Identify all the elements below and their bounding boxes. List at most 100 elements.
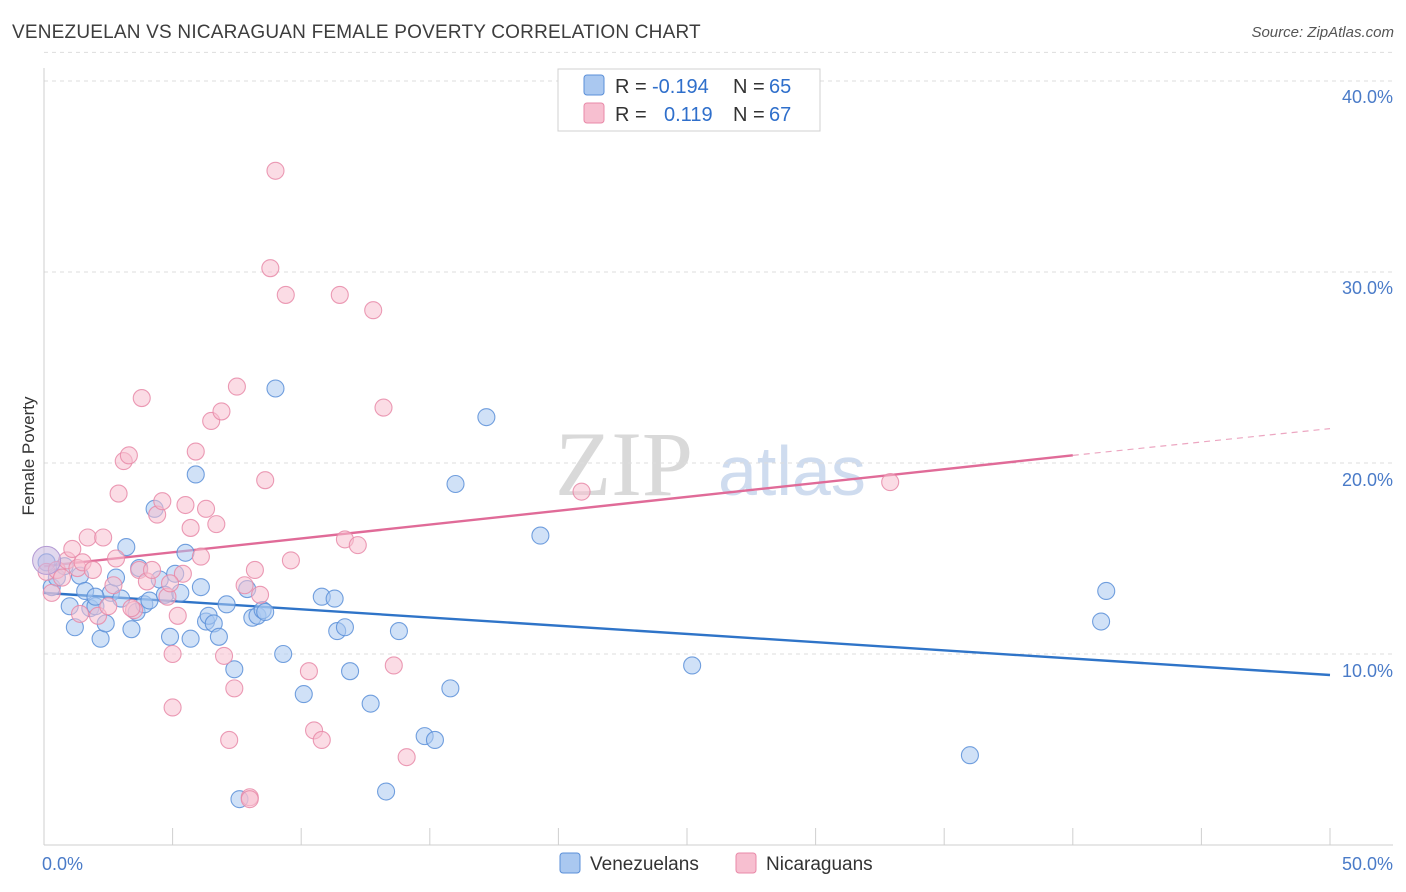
venezuelans-point-57 [477, 408, 496, 427]
legend-swatch-nicaraguans [583, 102, 605, 124]
venezuelans-point-43 [274, 644, 293, 664]
venezuelans-point-58 [531, 526, 550, 545]
venezuelans-point-29 [191, 578, 210, 597]
nicaraguans-point-25 [163, 644, 182, 664]
venezuelans-point-59 [683, 656, 702, 675]
y-tick-label-40: 40.0% [1342, 87, 1393, 107]
nicaraguans-point-62 [240, 790, 259, 809]
y-axis-label: Female Poverty [19, 396, 38, 516]
series-legend: Venezuelans Nicaraguans [559, 852, 873, 875]
x-tick-label-max: 50.0% [1342, 854, 1393, 874]
nicaraguans-point-19 [132, 389, 151, 408]
nicaraguans-point-60 [122, 599, 141, 618]
y-tick-label-20: 20.0% [1342, 470, 1393, 490]
nicaraguans-point-12 [99, 597, 118, 616]
nicaraguans-point-5 [63, 539, 82, 559]
bottom-legend-swatch-venezuelans[interactable] [559, 852, 581, 874]
venezuelans-point-19 [140, 591, 159, 610]
legend-n-label-2: N = [733, 104, 765, 126]
venezuelans-point-60 [960, 746, 979, 765]
venezuelans-point-35 [225, 660, 244, 679]
legend-n-label-1: N = [733, 76, 765, 98]
nicaraguans-point-51 [312, 730, 331, 750]
venezuelans-point-50 [361, 694, 380, 713]
venezuelans-point-61 [1092, 612, 1111, 631]
venezuelans-point-41 [256, 602, 275, 622]
data-points [32, 161, 1116, 809]
venezuelans-point-49 [341, 662, 360, 681]
nicaraguans-point-40 [235, 576, 254, 595]
legend-n-value-2: 67 [769, 104, 791, 126]
venezuelans-point-48 [335, 618, 354, 637]
nicaraguans-point-23 [153, 492, 172, 511]
nicaraguans-point-58 [397, 748, 416, 767]
legend-r-value-1: -0.194 [652, 76, 709, 98]
y-tick-label-30: 30.0% [1342, 278, 1393, 298]
nicaraguans-point-16 [119, 446, 138, 465]
nicaraguans-point-35 [212, 402, 231, 421]
nicaraguans-point-42 [245, 560, 264, 580]
venezuelans-point-51 [377, 782, 396, 801]
bottom-legend-label-venezuelans[interactable]: Venezuelans [590, 854, 699, 875]
nicaraguans-point-38 [225, 679, 244, 698]
nicaraguans-point-9 [83, 560, 102, 580]
nicaraguans-point-30 [186, 442, 205, 461]
axes [43, 68, 1393, 846]
nicaraguans-point-54 [348, 536, 367, 555]
nicaraguans-point-31 [191, 547, 210, 566]
legend-swatch-venezuelans [583, 74, 605, 96]
legend-r-label-2: R = [615, 104, 647, 126]
bottom-legend-swatch-nicaraguans[interactable] [735, 852, 757, 874]
overlap-cluster-point [32, 545, 62, 575]
venezuelans-point-33 [209, 627, 228, 646]
nicaraguans-point-59 [163, 698, 182, 717]
bottom-legend-label-nicaraguans[interactable]: Nicaraguans [766, 854, 873, 875]
venezuelans-point-55 [441, 679, 460, 698]
nicaraguans-point-52 [330, 285, 349, 304]
venezuelans-point-27 [181, 629, 200, 648]
nicaraguans-point-47 [276, 285, 295, 304]
nicaraguans-point-64 [881, 473, 900, 492]
nicaraguans-trend-line [43, 454, 1073, 568]
watermark-atlas: atlas [718, 432, 866, 510]
nicaraguans-point-56 [374, 398, 393, 417]
nicaraguans-point-49 [299, 662, 318, 681]
nicaraguans-point-65 [70, 604, 90, 623]
nicaraguans-point-28 [176, 495, 195, 515]
chart-source: Source: ZipAtlas.com [1251, 24, 1394, 41]
nicaraguans-trend-extension [1072, 428, 1331, 456]
correlation-legend: R = -0.194 N = 65 R = 0.119 N = 67 [557, 68, 821, 132]
nicaraguans-point-14 [109, 484, 128, 503]
nicaraguans-point-34 [207, 515, 226, 534]
venezuelans-point-28 [186, 465, 205, 484]
nicaraguans-point-63 [572, 482, 591, 501]
legend-r-value-2: 0.119 [664, 104, 713, 126]
venezuelans-point-15 [117, 537, 136, 557]
watermark-zip: ZIP [555, 413, 693, 515]
nicaraguans-point-44 [256, 471, 275, 490]
venezuelans-point-44 [294, 685, 313, 704]
nicaraguans-point-57 [384, 656, 403, 675]
nicaraguans-point-46 [266, 161, 285, 180]
nicaraguans-point-26 [168, 606, 187, 625]
venezuelans-point-46 [325, 589, 344, 608]
nicaraguans-point-21 [142, 560, 162, 580]
venezuelans-point-16 [122, 620, 141, 639]
venezuelans-point-42 [266, 379, 285, 398]
nicaraguans-point-39 [227, 377, 246, 396]
nicaraguans-point-8 [78, 528, 97, 547]
venezuelans-point-23 [160, 627, 180, 646]
venezuelans-point-10 [91, 629, 110, 648]
legend-n-value-1: 65 [769, 76, 791, 98]
nicaraguans-point-29 [181, 518, 200, 537]
nicaraguans-point-36 [214, 646, 234, 665]
legend-r-label-1: R = [615, 76, 647, 98]
venezuelans-point-52 [389, 622, 408, 641]
nicaraguans-point-3 [52, 568, 72, 587]
venezuelans-point-63 [86, 587, 105, 606]
y-tick-label-10: 10.0% [1342, 661, 1393, 681]
venezuelans-point-54 [425, 730, 444, 750]
nicaraguans-point-37 [220, 730, 239, 750]
nicaraguans-point-61 [160, 574, 180, 593]
